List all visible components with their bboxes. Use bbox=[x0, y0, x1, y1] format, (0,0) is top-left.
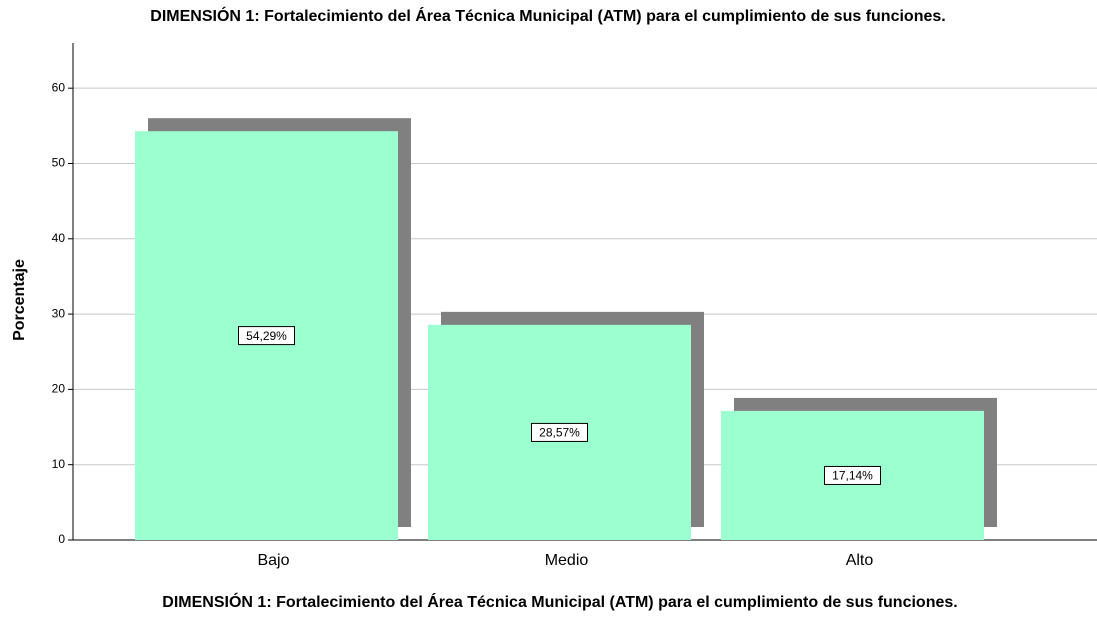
y-tick-label: 40 bbox=[52, 231, 66, 245]
y-tick-label: 30 bbox=[52, 306, 66, 320]
y-axis-label: Porcentaje bbox=[11, 259, 28, 341]
value-label: 28,57% bbox=[539, 426, 580, 440]
value-label: 17,14% bbox=[832, 469, 873, 483]
chart-title: DIMENSIÓN 1: Fortalecimiento del Área Té… bbox=[150, 6, 945, 25]
x-tick-label: Bajo bbox=[257, 552, 289, 569]
value-label-box bbox=[531, 422, 588, 442]
x-tick-label: Medio bbox=[545, 552, 589, 569]
y-tick-label: 0 bbox=[58, 532, 65, 546]
value-label-box bbox=[238, 326, 295, 346]
x-axis-label: DIMENSIÓN 1: Fortalecimiento del Área Té… bbox=[162, 594, 958, 611]
value-label: 54,29% bbox=[246, 329, 287, 343]
value-label-box bbox=[824, 465, 881, 485]
y-tick-label: 10 bbox=[52, 457, 66, 471]
x-tick-label: Alto bbox=[846, 552, 874, 569]
y-tick-label: 50 bbox=[52, 156, 66, 170]
y-tick-label: 60 bbox=[52, 80, 66, 94]
y-tick-label: 20 bbox=[52, 382, 66, 396]
